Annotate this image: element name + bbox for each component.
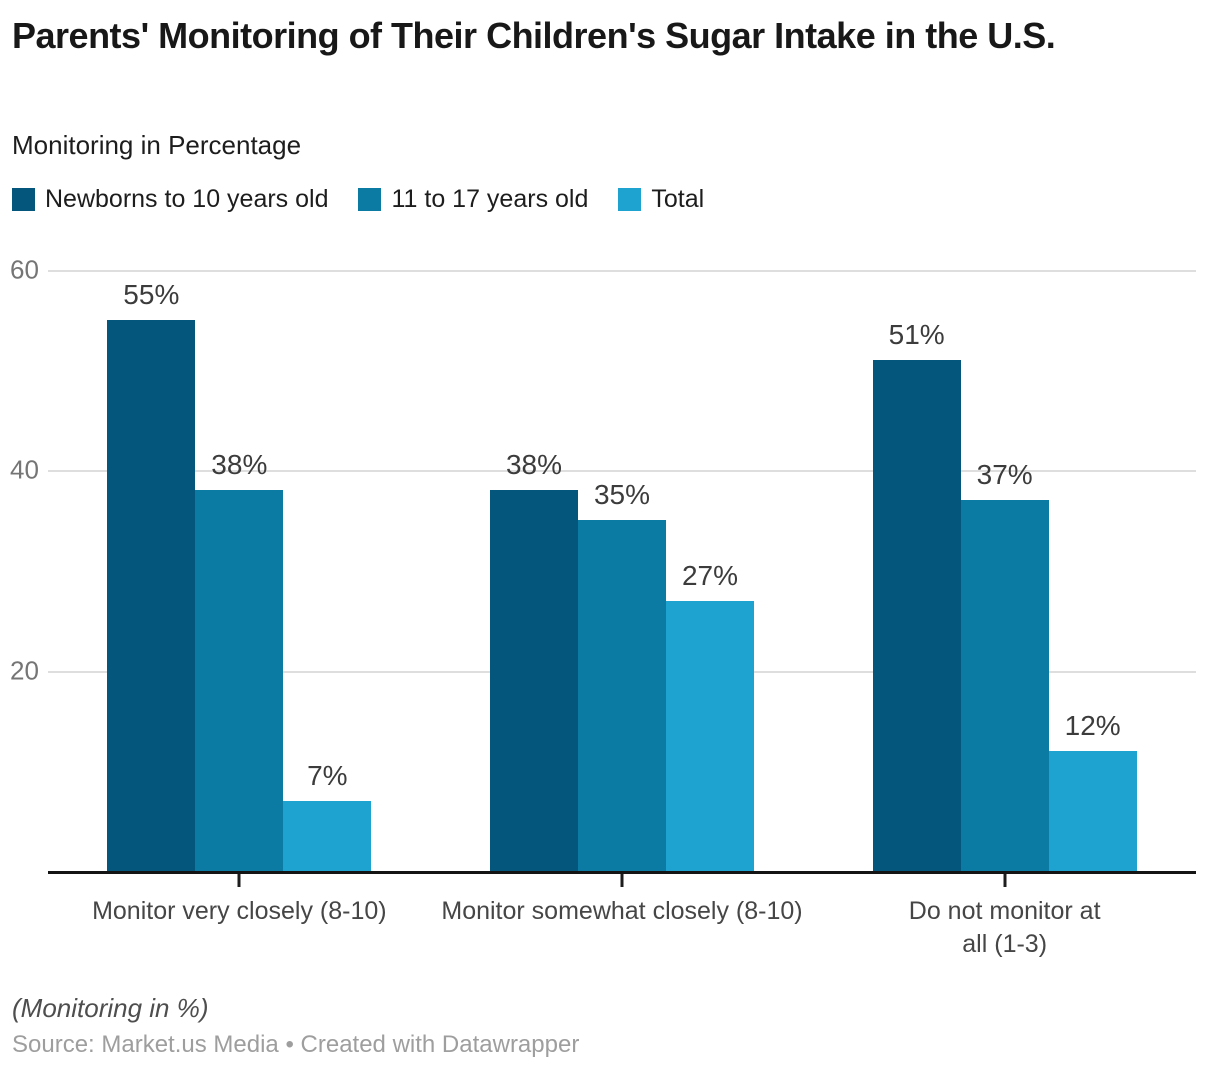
bar-value-label: 12%	[1064, 709, 1121, 741]
footer-source: Source: Market.us Media • Created with D…	[12, 1031, 580, 1058]
legend-item-label: Total	[651, 185, 705, 213]
bar-value-label: 35%	[593, 479, 651, 511]
bar-value-label: 51%	[888, 319, 945, 351]
legend-swatch	[618, 188, 642, 211]
bar[interactable]: 38%	[489, 449, 578, 871]
y-axis-label: 20	[10, 655, 39, 686]
x-axis-tick	[620, 874, 624, 887]
chart-subtitle: Monitoring in Percentage	[12, 130, 302, 160]
bar-group: 55% 38% 7%	[48, 270, 431, 871]
x-axis-tick	[1003, 874, 1007, 887]
footer-note: (Monitoring in %)	[12, 993, 209, 1023]
gridline	[48, 470, 1196, 473]
legend-swatch	[358, 188, 382, 211]
bar-value-label: 38%	[505, 449, 563, 481]
bar-value-label: 37%	[976, 459, 1033, 491]
legend-item-total: Total	[618, 185, 704, 214]
plot-area: 55% 38% 7% 38% 35% 27% 51% 37% 12%	[48, 270, 1196, 874]
bar[interactable]: 38%	[195, 449, 284, 871]
x-axis-label: Monitor very closely (8-10)	[92, 897, 387, 925]
bar[interactable]: 37%	[960, 459, 1049, 871]
bar-value-label: 38%	[211, 449, 268, 481]
x-axis-label: Do not monitor at all (1-3)	[908, 897, 1101, 958]
bar-value-label: 27%	[681, 559, 739, 591]
legend-item-newborns: Newborns to 10 years old	[12, 185, 328, 214]
legend-item-11-17: 11 to 17 years old	[358, 185, 588, 214]
gridline	[48, 270, 1196, 272]
y-axis-label: 60	[10, 254, 39, 285]
bar[interactable]: 7%	[283, 760, 372, 871]
chart-title: Parents' Monitoring of Their Children's …	[12, 15, 1056, 56]
x-axis-label: Monitor somewhat closely (8-10)	[441, 897, 803, 925]
bar[interactable]: 27%	[665, 560, 754, 871]
bar-value-label: 7%	[307, 759, 348, 791]
bar[interactable]: 51%	[872, 319, 961, 871]
legend-item-label: 11 to 17 years old	[391, 185, 589, 213]
x-axis-tick	[237, 874, 241, 887]
y-axis-label: 40	[10, 454, 39, 485]
bar-group: 51% 37% 12%	[813, 270, 1196, 871]
legend-swatch	[12, 188, 35, 211]
bar-group: 38% 35% 27%	[431, 270, 814, 871]
legend-item-label: Newborns to 10 years old	[45, 185, 329, 213]
bar[interactable]: 55%	[107, 279, 196, 871]
bar-value-label: 55%	[123, 279, 180, 311]
legend: Newborns to 10 years old 11 to 17 years …	[12, 185, 704, 214]
bar[interactable]: 35%	[577, 479, 666, 871]
bar[interactable]: 12%	[1048, 710, 1137, 871]
chart-area: 55% 38% 7% 38% 35% 27% 51% 37% 12% 20 40 60 Monitor…	[0, 255, 1220, 1010]
